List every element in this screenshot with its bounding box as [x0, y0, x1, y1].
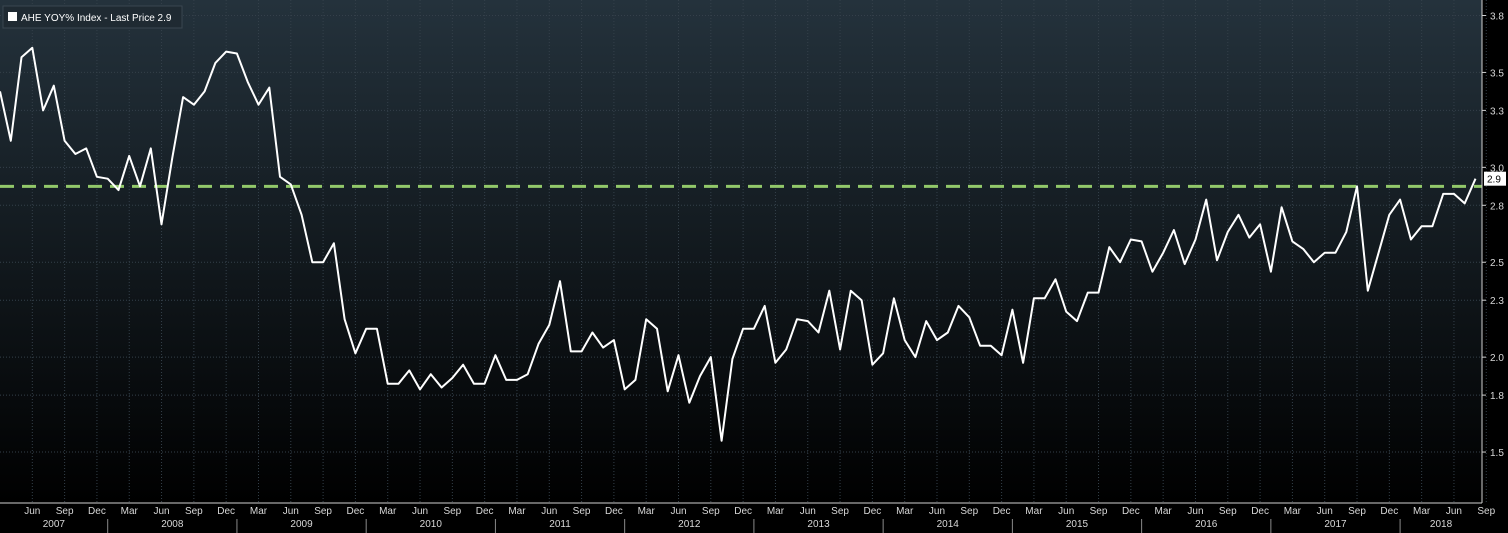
- y-tick-label: 1.5: [1490, 448, 1504, 459]
- x-tick-label: Sep: [702, 506, 720, 517]
- x-tick-label: Mar: [121, 506, 139, 517]
- y-tick-label: 3.5: [1490, 68, 1504, 79]
- year-label: 2010: [420, 519, 443, 530]
- plot-background: [0, 0, 1482, 503]
- x-tick-label: Jun: [1317, 506, 1333, 517]
- x-tick-label: Sep: [56, 506, 74, 517]
- year-label: 2012: [678, 519, 701, 530]
- series-line-ahe-yoy: [0, 46, 1477, 442]
- x-tick-label: Jun: [1446, 506, 1462, 517]
- grid: [0, 0, 1487, 503]
- x-tick-label: Jun: [283, 506, 299, 517]
- x-tick-label: Dec: [734, 506, 752, 517]
- year-label: 2018: [1430, 519, 1453, 530]
- y-tick-label: 1.8: [1490, 391, 1504, 402]
- x-tick-label: Jun: [929, 506, 945, 517]
- year-label: 2011: [549, 519, 571, 530]
- x-tick-label: Mar: [250, 506, 268, 517]
- x-tick-label: Sep: [185, 506, 203, 517]
- legend-background: [2, 5, 183, 29]
- y-tick-label: 3.3: [1490, 106, 1504, 117]
- x-tick-label: Mar: [767, 506, 785, 517]
- x-tick-label: Sep: [831, 506, 849, 517]
- x-tick-label: Sep: [314, 506, 332, 517]
- x-tick-label: Dec: [1251, 506, 1269, 517]
- x-tick-label: Dec: [88, 506, 106, 517]
- y-tick-label: 2.5: [1490, 258, 1504, 269]
- x-tick-label: Dec: [1380, 506, 1398, 517]
- x-tick-label: Sep: [1477, 506, 1495, 517]
- y-tick-label: 2.0: [1490, 353, 1504, 364]
- x-tick-label: Mar: [638, 506, 656, 517]
- x-tick-label: Dec: [347, 506, 365, 517]
- x-tick-label: Mar: [1284, 506, 1302, 517]
- x-tick-label: Jun: [1058, 506, 1074, 517]
- x-tick-label: Jun: [670, 506, 686, 517]
- x-tick-label: Mar: [508, 506, 526, 517]
- x-tick-label: Mar: [896, 506, 914, 517]
- last-price-label: 2.9: [1487, 175, 1501, 186]
- y-tick-label: 2.3: [1490, 296, 1504, 307]
- x-tick-label: Jun: [541, 506, 557, 517]
- x-tick-label: Sep: [443, 506, 461, 517]
- year-label: 2016: [1195, 519, 1218, 530]
- x-tick-label: Mar: [1155, 506, 1173, 517]
- year-label: 2015: [1066, 519, 1089, 530]
- x-tick-label: Mar: [379, 506, 397, 517]
- x-tick-label: Sep: [573, 506, 591, 517]
- y-tick-label: 2.8: [1490, 201, 1504, 212]
- year-label: 2007: [43, 519, 66, 530]
- legend-swatch: [8, 12, 17, 21]
- x-tick-label: Sep: [1090, 506, 1108, 517]
- year-label: 2014: [937, 519, 960, 530]
- year-label: 2013: [807, 519, 830, 530]
- x-tick-label: Jun: [800, 506, 816, 517]
- x-tick-label: Mar: [1025, 506, 1043, 517]
- y-tick-label: 3.0: [1490, 163, 1504, 174]
- x-tick-label: Sep: [1219, 506, 1237, 517]
- x-tick-label: Sep: [960, 506, 978, 517]
- legend-label: AHE YOY% Index - Last Price 2.9: [21, 13, 172, 24]
- x-tick-label: Sep: [1348, 506, 1366, 517]
- x-tick-label: Dec: [605, 506, 623, 517]
- last-price-badge: [1484, 171, 1506, 186]
- x-tick-label: Dec: [217, 506, 235, 517]
- x-tick-label: Jun: [24, 506, 40, 517]
- x-tick-label: Jun: [1187, 506, 1203, 517]
- series-layer: [0, 46, 1477, 442]
- year-label: 2009: [290, 519, 313, 530]
- year-label: 2008: [161, 519, 184, 530]
- x-tick-label: Dec: [476, 506, 494, 517]
- year-label: 2017: [1324, 519, 1347, 530]
- x-tick-label: Jun: [412, 506, 428, 517]
- x-tick-label: Dec: [863, 506, 881, 517]
- x-tick-label: Dec: [1122, 506, 1140, 517]
- x-tick-label: Jun: [153, 506, 169, 517]
- x-tick-label: Dec: [993, 506, 1011, 517]
- last-price-tag: 2.9: [1484, 171, 1506, 186]
- y-tick-label: 3.8: [1490, 11, 1504, 22]
- x-tick-label: Mar: [1413, 506, 1431, 517]
- legend: AHE YOY% Index - Last Price 2.9: [2, 5, 183, 29]
